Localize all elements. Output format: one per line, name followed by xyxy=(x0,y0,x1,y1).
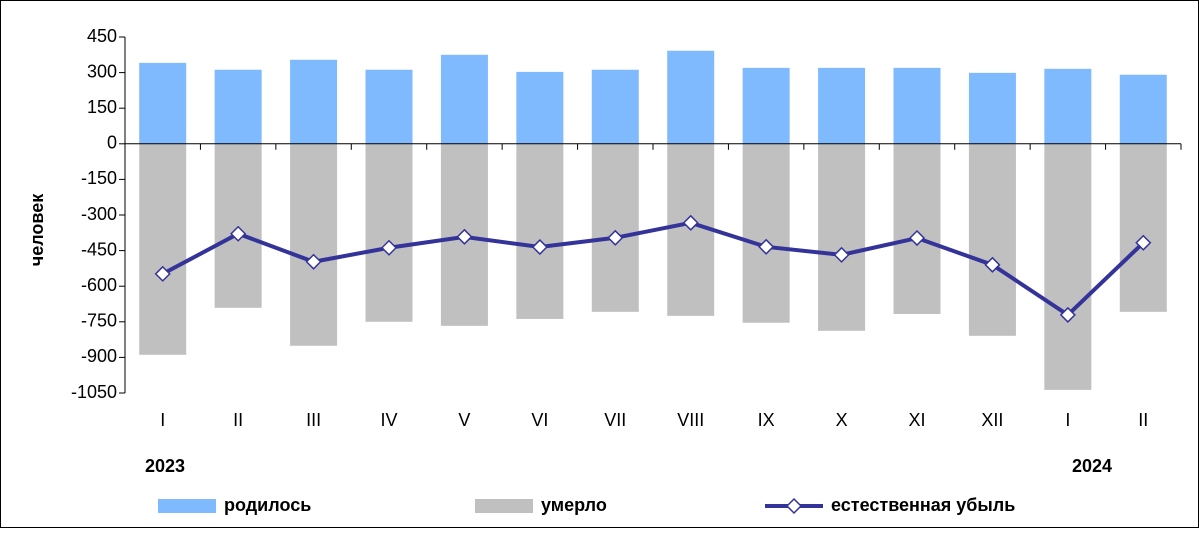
marker xyxy=(682,214,699,231)
bar xyxy=(139,62,187,144)
y-tick-label: -150 xyxy=(81,168,117,188)
bar xyxy=(818,143,866,331)
marker xyxy=(607,229,624,246)
bar xyxy=(290,143,338,346)
bar xyxy=(365,69,413,144)
legend-swatch xyxy=(475,499,533,513)
marker xyxy=(456,228,473,245)
x-tick-label: IX xyxy=(758,410,775,430)
y-tick-label: 300 xyxy=(87,61,117,81)
year-label: 2023 xyxy=(145,456,185,476)
legend-label: родилось xyxy=(224,495,311,515)
bar xyxy=(139,143,187,355)
marker xyxy=(984,256,1001,273)
marker xyxy=(833,246,850,263)
marker xyxy=(154,265,171,282)
x-tick-label: V xyxy=(458,410,470,430)
legend-label: естественная убыль xyxy=(831,495,1015,515)
x-tick-label: II xyxy=(233,410,243,430)
y-tick-label: -600 xyxy=(81,275,117,295)
y-tick-label: 150 xyxy=(87,97,117,117)
y-tick-label: 0 xyxy=(107,133,117,153)
marker xyxy=(380,239,398,256)
bar xyxy=(1119,74,1167,144)
x-tick-label: IV xyxy=(380,410,397,430)
y-tick-label: -750 xyxy=(81,311,117,331)
marker xyxy=(1059,306,1076,323)
y-tick-label: 450 xyxy=(87,26,117,46)
x-tick-label: X xyxy=(836,410,848,430)
year-label: 2024 xyxy=(1072,456,1112,476)
bar xyxy=(290,59,338,144)
bar xyxy=(968,72,1016,144)
y-tick-label: -450 xyxy=(81,239,117,259)
y-axis-label: человек xyxy=(27,193,47,266)
bar xyxy=(214,69,262,144)
bar xyxy=(742,67,790,144)
x-tick-label: II xyxy=(1138,410,1148,430)
bar xyxy=(1044,143,1092,390)
y-tick-label: -1050 xyxy=(71,382,117,402)
x-tick-label: I xyxy=(1065,410,1070,430)
bar xyxy=(818,67,866,144)
x-tick-label: VIII xyxy=(677,410,704,430)
marker xyxy=(908,229,926,247)
bar xyxy=(591,69,639,144)
x-tick-label: VII xyxy=(604,410,626,430)
x-tick-label: VI xyxy=(531,410,548,430)
bar xyxy=(893,143,941,314)
x-tick-label: XI xyxy=(908,410,925,430)
bar xyxy=(440,54,488,144)
x-tick-label: I xyxy=(160,410,165,430)
marker xyxy=(758,238,775,255)
bar xyxy=(1044,68,1092,144)
legend-swatch xyxy=(158,499,216,513)
bar xyxy=(1119,143,1167,312)
bar xyxy=(516,71,564,144)
marker xyxy=(305,253,322,270)
marker xyxy=(1135,234,1152,251)
x-tick-label: XII xyxy=(981,410,1003,430)
bar xyxy=(365,143,413,322)
bar xyxy=(893,67,941,144)
bar xyxy=(968,143,1016,336)
y-tick-label: -900 xyxy=(81,346,117,366)
y-tick-label: -300 xyxy=(81,204,117,224)
bar xyxy=(667,50,715,144)
marker xyxy=(531,238,548,256)
bar xyxy=(742,143,790,323)
legend-marker xyxy=(785,497,803,515)
legend-label: умерло xyxy=(541,495,607,515)
bar xyxy=(516,143,564,319)
bar xyxy=(591,143,639,312)
x-tick-label: III xyxy=(306,410,321,430)
marker xyxy=(230,225,247,242)
line xyxy=(161,220,1145,318)
